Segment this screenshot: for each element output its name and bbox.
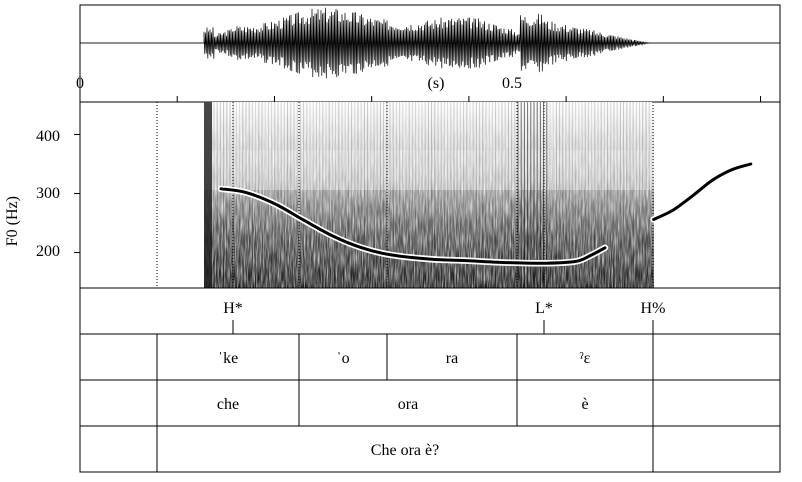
waveform-panel: [79, 4, 781, 103]
f0-contour-segment-2: [652, 162, 753, 221]
f0-contour-segment-1: [219, 187, 607, 265]
spectrogram-panel: [74, 101, 781, 289]
y-axis-label: F0 (Hz): [4, 146, 22, 246]
y-axis-label-text: F0 (Hz): [4, 196, 21, 247]
utterance-label: Che ora è?: [370, 442, 440, 459]
time-axis-ticks: [79, 96, 762, 102]
y-axis-ticks: [74, 133, 80, 254]
time-label-start: 0: [76, 75, 84, 92]
syllable-label-o: ˈo: [336, 350, 350, 367]
spectrogram-onset: [204, 102, 212, 288]
syllable-label-ra: ra: [445, 350, 459, 367]
time-label-unit: (s): [427, 75, 445, 92]
f0-contour: [217, 160, 755, 267]
waveform-signal: [80, 7, 780, 79]
y-tick-200: 200: [36, 243, 60, 260]
syllable-label-e: ˀɛ: [579, 350, 591, 367]
syllable-label-ke: ˈke: [217, 350, 239, 367]
tone-label-h-percent: H%: [640, 300, 666, 317]
word-label-che: che: [216, 396, 240, 413]
segment-boundaries: [156, 102, 654, 288]
tone-label-l-star: L*: [535, 300, 553, 317]
tone-label-h-star: H*: [223, 300, 243, 317]
y-tick-400: 400: [36, 128, 60, 145]
word-label-e: è: [581, 396, 589, 413]
time-label-mid: 0.5: [502, 75, 522, 92]
y-tick-300: 300: [36, 185, 60, 202]
word-label-ora: ora: [397, 396, 419, 413]
spectrogram-stripes: [213, 102, 650, 288]
annotation-tiers: [79, 287, 781, 473]
